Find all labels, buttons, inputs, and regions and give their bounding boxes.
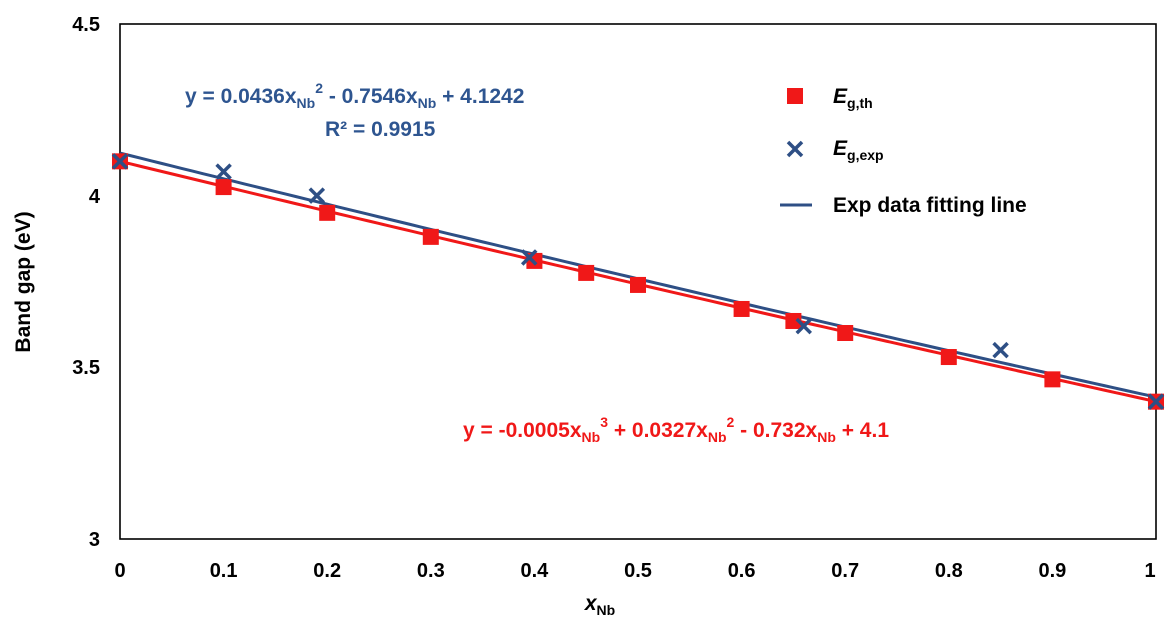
- legend-label-theory: Eg,th: [833, 85, 873, 111]
- x-tick-label: 0.5: [624, 560, 652, 582]
- experiment-point: [1147, 393, 1165, 410]
- legend-label-fit-line: Exp data fitting line: [833, 194, 1027, 217]
- theory-point: [785, 312, 802, 329]
- legend-swatch-theory: [787, 88, 803, 104]
- data-markers: [111, 153, 1165, 410]
- theory-point: [578, 264, 595, 281]
- y-tick-labels: 4.5 4 3.5 3: [72, 14, 101, 551]
- y-axis-title: Band gap (eV): [12, 211, 35, 352]
- experiment-point: [520, 249, 538, 266]
- y-tick-label: 3: [89, 529, 100, 551]
- experiment-point: [992, 341, 1009, 359]
- legend-label-experiment-sub: g,exp: [847, 147, 884, 163]
- theory-point: [630, 276, 646, 293]
- theory-point: [215, 179, 232, 196]
- x-tick-label: 0.2: [313, 560, 341, 582]
- experiment-point: [308, 187, 326, 204]
- x-axis-title-main: x: [584, 592, 598, 615]
- x-tick-label: 0.6: [728, 560, 756, 582]
- theory-point: [422, 228, 439, 245]
- theory-point: [733, 300, 750, 317]
- legend-label-experiment-main: E: [833, 137, 848, 160]
- theory-point: [319, 204, 336, 221]
- experiment-point: [111, 153, 129, 170]
- legend: Eg,th Eg,exp Exp data fitting line: [780, 85, 1027, 217]
- legend-label-experiment: Eg,exp: [833, 137, 884, 163]
- legend-label-theory-main: E: [833, 85, 848, 108]
- x-axis-title: xNb: [584, 592, 615, 618]
- theory-point: [1044, 371, 1061, 388]
- theory-point: [940, 349, 957, 366]
- blue-fit-equation: y = 0.0436xNb2 - 0.7546xNb + 4.1242: [185, 80, 524, 111]
- legend-label-theory-sub: g,th: [847, 95, 873, 111]
- exp-fit-curve: [119, 151, 1157, 399]
- x-tick-label: 0.1: [210, 560, 238, 582]
- x-tick-label: 0.8: [935, 560, 963, 582]
- x-tick-label: 0.4: [520, 560, 549, 582]
- x-tick-label: 0: [114, 560, 125, 582]
- experiment-point: [215, 163, 232, 180]
- y-tick-label: 4.5: [72, 14, 100, 36]
- x-tick-labels: 0 0.1 0.2 0.3 0.4 0.5 0.6 0.7 0.8 0.9 1: [114, 560, 1155, 582]
- y-tick-label: 4: [89, 186, 101, 208]
- red-fit-equation: y = -0.0005xNb3 + 0.0327xNb2 - 0.732xNb …: [463, 414, 889, 445]
- r-squared-label: R² = 0.9915: [325, 118, 436, 141]
- legend-swatch-experiment: [786, 140, 804, 158]
- y-tick-label: 3.5: [72, 357, 100, 379]
- x-tick-label: 1: [1144, 560, 1155, 582]
- theory-point: [837, 325, 854, 341]
- plot-area-frame: [119, 23, 1157, 540]
- experiment-point: [795, 317, 812, 335]
- x-axis-title-subscript: Nb: [597, 602, 616, 618]
- x-tick-label: 0.7: [831, 560, 859, 582]
- x-tick-label: 0.9: [1038, 560, 1066, 582]
- x-tick-label: 0.3: [417, 560, 445, 582]
